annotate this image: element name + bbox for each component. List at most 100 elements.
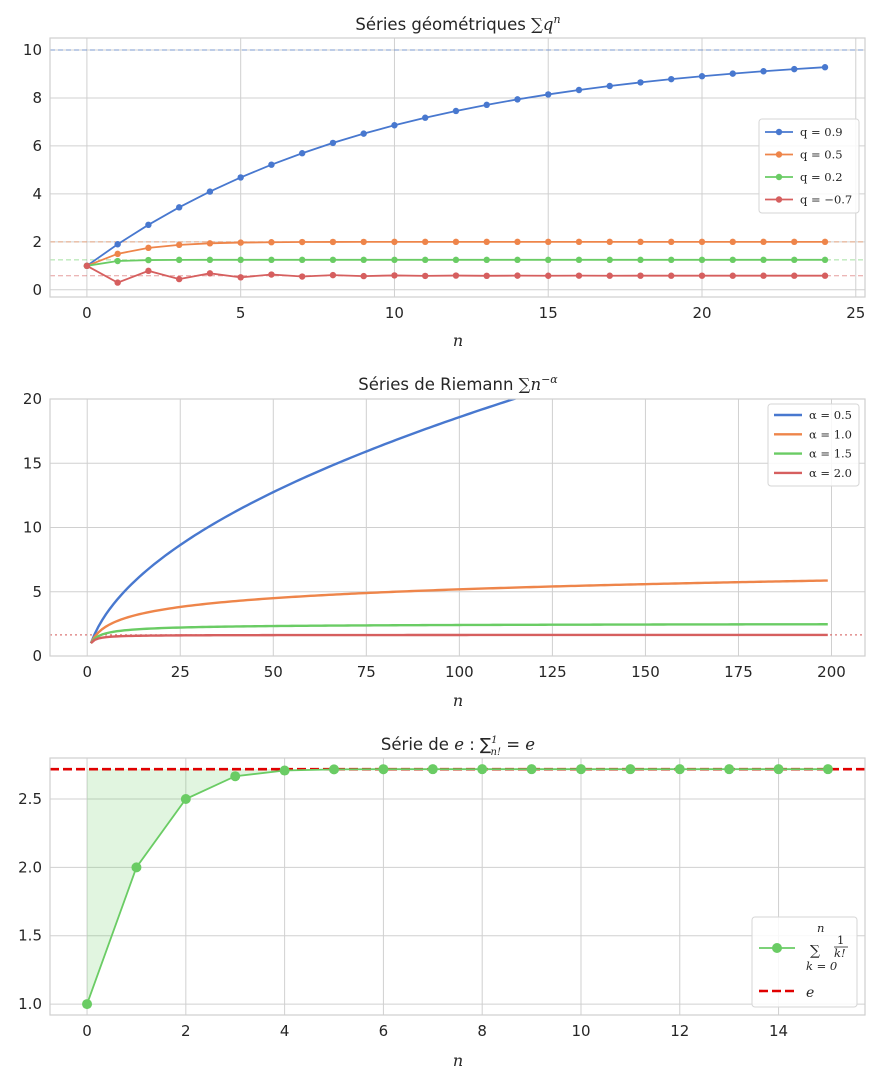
partial-sum-point — [82, 999, 93, 1010]
riemann-series-grid — [50, 398, 865, 657]
data-point-q-0-5 — [268, 239, 275, 246]
data-point-q-0-9 — [422, 114, 429, 121]
legend-marker-q-0-7 — [775, 196, 783, 203]
partial-sum-point — [526, 764, 537, 775]
riemann-series-x-ticks: 0 25 50 75 100 125 150 175 200 — [82, 663, 845, 681]
data-point-q-0-2 — [206, 256, 214, 264]
riemann-y-tick-label: 20 — [23, 390, 42, 408]
data-point-q-0-7 — [329, 271, 337, 279]
partial-sum-point — [625, 764, 636, 775]
data-point-q-0-9 — [637, 79, 644, 86]
data-point-q-0-9 — [668, 75, 675, 83]
geometric-series-panel: Séries géométriques ∑qn 0 5 10 15 20 25 0 2 4 6 8… — [23, 13, 866, 350]
riemann-series-x-label: n — [453, 691, 463, 710]
riemann-series-y-ticks: 0 5 10 15 20 — [23, 390, 42, 665]
data-point-q-0-7 — [452, 272, 460, 279]
data-point-q-0-7 — [391, 272, 398, 279]
legend-marker-q-0-9 — [775, 128, 783, 136]
geometric-x-tick-label: 20 — [692, 304, 711, 322]
e-series-lines — [82, 764, 833, 1010]
data-point-q-0-7 — [575, 272, 583, 279]
data-point-q-0-9 — [360, 130, 367, 137]
legend-label-2-0: α = 2.0 — [809, 466, 852, 480]
data-point-q-0-5 — [422, 238, 429, 246]
data-point-q-0-2 — [360, 256, 367, 264]
data-point-q-0-9 — [483, 101, 490, 109]
data-point-q-0-9 — [760, 68, 767, 75]
data-point-q-0-7 — [668, 272, 675, 279]
legend-label-e: e — [806, 985, 814, 1001]
e-series-x-tick-label: 4 — [280, 1022, 290, 1040]
data-point-q-0-7 — [545, 272, 552, 279]
e-series-grid — [50, 758, 865, 1015]
data-point-q-0-2 — [391, 256, 398, 264]
geometric-series-axes-frame — [49, 37, 866, 298]
e-series-title: Série de e : ∑1 n! = e — [381, 735, 535, 758]
e-series-y-tick-label: 2.5 — [18, 790, 42, 808]
partial-sum-point — [773, 764, 784, 775]
data-point-q-0-5 — [637, 238, 644, 246]
data-point-q-0-5 — [145, 244, 152, 252]
geometric-y-tick-label: 4 — [32, 185, 42, 203]
data-point-q-0-7 — [729, 272, 736, 279]
data-point-q-0-5 — [483, 238, 490, 246]
data-point-q-0-5 — [114, 250, 121, 258]
data-point-q-0-7 — [606, 272, 613, 279]
e-series-y-tick-label: 1.5 — [18, 927, 42, 945]
data-point-q-0-5 — [606, 238, 613, 246]
geometric-x-tick-label: 25 — [846, 304, 865, 322]
e-series-x-label: n — [453, 1051, 463, 1070]
data-point-q-0-7 — [114, 279, 121, 286]
data-point-q-0-7 — [760, 272, 767, 279]
data-point-q-0-5 — [391, 238, 398, 246]
data-point-q-0-7 — [145, 267, 152, 275]
data-point-q-0-2 — [298, 256, 306, 264]
data-point-q-0-5 — [206, 240, 214, 247]
e-series-x-ticks: 0 2 4 6 8 10 12 14 — [82, 1022, 788, 1040]
data-point-q-0-2 — [237, 256, 244, 264]
series-line-0-5 — [89, 399, 518, 644]
data-point-q-0-2 — [483, 256, 490, 264]
data-point-q-0-2 — [698, 256, 706, 264]
data-point-q-0-9 — [237, 174, 244, 181]
data-point-q-0-5 — [698, 238, 706, 246]
geometric-y-tick-label: 10 — [23, 41, 42, 59]
data-point-q-0-9 — [452, 107, 460, 115]
data-point-q-0-9 — [791, 65, 798, 73]
riemann-x-tick-label: 75 — [357, 663, 376, 681]
data-point-q-0-5 — [237, 239, 244, 246]
data-point-q-0-5 — [545, 238, 552, 246]
data-point-q-0-7 — [791, 272, 798, 279]
e-series-x-tick-label: 2 — [181, 1022, 191, 1040]
e-series-x-tick-label: 10 — [571, 1022, 590, 1040]
riemann-x-tick-label: 100 — [445, 663, 474, 681]
partial-sum-point — [575, 764, 586, 775]
series-line-2-0 — [90, 633, 828, 645]
series-line-q-0-9 — [86, 66, 826, 267]
data-point-q-0-5 — [760, 238, 767, 246]
data-point-q-0-7 — [83, 262, 91, 270]
geometric-series-lines — [83, 64, 829, 286]
riemann-y-tick-label: 15 — [23, 454, 42, 472]
partial-sum-point — [131, 862, 142, 873]
geometric-y-tick-label: 6 — [32, 137, 42, 155]
e-series-x-tick-label: 12 — [670, 1022, 689, 1040]
riemann-x-tick-label: 50 — [264, 663, 283, 681]
data-point-q-0-2 — [114, 257, 121, 265]
geometric-series-y-ticks: 0 2 4 6 8 10 — [23, 41, 42, 299]
series-line-1-0 — [89, 579, 828, 644]
legend-sum-upper: n — [817, 921, 824, 935]
geometric-series-title: Séries géométriques ∑qn — [355, 13, 560, 34]
data-point-q-0-9 — [145, 221, 152, 229]
data-point-q-0-2 — [175, 256, 183, 264]
data-point-q-0-7 — [422, 272, 429, 280]
legend-label-q-0-2: q = 0.2 — [800, 170, 843, 184]
partial-sum-point — [180, 794, 191, 805]
e-series-axes-frame — [49, 757, 866, 1016]
data-point-q-0-2 — [791, 256, 798, 264]
data-point-q-0-2 — [145, 256, 152, 264]
data-point-q-0-7 — [483, 272, 490, 280]
data-point-q-0-5 — [575, 238, 583, 246]
geometric-series-x-label: n — [453, 331, 463, 350]
